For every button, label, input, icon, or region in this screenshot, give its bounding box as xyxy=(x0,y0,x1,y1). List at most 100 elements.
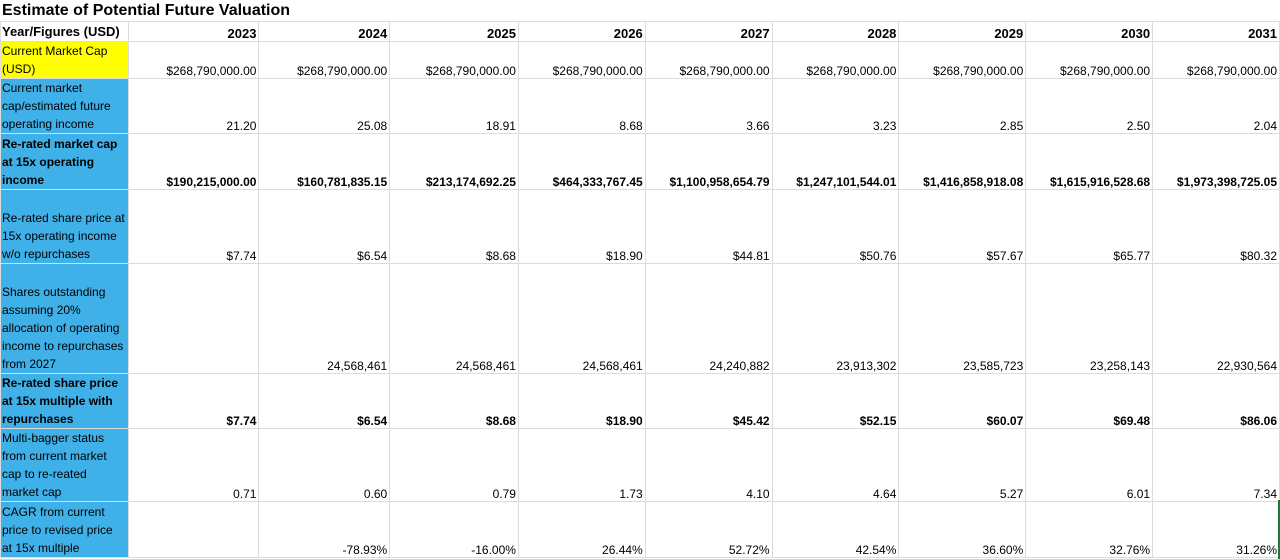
value-cell[interactable]: $50.76 xyxy=(771,189,900,264)
value-cell[interactable]: $268,790,000.00 xyxy=(127,41,260,79)
value-cell[interactable]: 23,913,302 xyxy=(771,263,900,374)
value-cell[interactable]: 23,258,143 xyxy=(1025,263,1154,374)
value-cell[interactable]: $1,973,398,725.05 xyxy=(1152,133,1280,190)
value-cell[interactable]: 18.91 xyxy=(389,78,519,134)
table-row: Re-rated share price at 15x operating in… xyxy=(0,189,1280,264)
value-cell[interactable]: $6.54 xyxy=(258,373,391,429)
value-cell[interactable]: 3.66 xyxy=(644,78,773,134)
value-cell[interactable]: 52.72% xyxy=(644,501,773,558)
value-cell[interactable]: 26.44% xyxy=(517,501,646,558)
row-label-shares-outstanding[interactable]: Shares outstanding assuming 20% allocati… xyxy=(0,263,129,374)
value-cell[interactable]: 2.50 xyxy=(1025,78,1154,134)
header-row: Year/Figures (USD) 2023 2024 2025 2026 2… xyxy=(0,21,1280,42)
row-label-share-price-no-repurchase[interactable]: Re-rated share price at 15x operating in… xyxy=(0,189,129,264)
value-cell[interactable]: -78.93% xyxy=(258,501,391,558)
value-cell[interactable]: 8.68 xyxy=(517,78,646,134)
table-row: Multi-bagger status from current market … xyxy=(0,428,1280,502)
year-cell[interactable]: 2027 xyxy=(644,21,773,42)
row-label-multi-bagger[interactable]: Multi-bagger status from current market … xyxy=(0,428,129,502)
value-cell[interactable]: $268,790,000.00 xyxy=(258,41,391,79)
value-cell[interactable]: 23,585,723 xyxy=(898,263,1027,374)
value-cell[interactable]: $268,790,000.00 xyxy=(389,41,519,79)
value-cell[interactable]: $45.42 xyxy=(644,373,773,429)
table-row: CAGR from current price to revised price… xyxy=(0,501,1280,558)
value-cell[interactable]: $268,790,000.00 xyxy=(771,41,900,79)
table-row: Current Market Cap (USD) $268,790,000.00… xyxy=(0,41,1280,79)
value-cell[interactable]: 24,568,461 xyxy=(258,263,391,374)
year-cell[interactable]: 2031 xyxy=(1152,21,1280,42)
value-cell[interactable]: $69.48 xyxy=(1025,373,1154,429)
year-cell[interactable]: 2025 xyxy=(389,21,519,42)
value-cell[interactable]: 24,240,882 xyxy=(644,263,773,374)
row-label-rerated-market-cap[interactable]: Re-rated market cap at 15x operating inc… xyxy=(0,133,129,190)
value-cell[interactable]: $7.74 xyxy=(127,373,260,429)
value-cell[interactable]: $80.32 xyxy=(1152,189,1280,264)
value-cell[interactable] xyxy=(127,263,260,374)
value-cell[interactable]: $160,781,835.15 xyxy=(258,133,391,190)
value-cell[interactable]: $52.15 xyxy=(771,373,900,429)
value-cell[interactable]: $1,247,101,544.01 xyxy=(771,133,900,190)
value-cell[interactable]: $44.81 xyxy=(644,189,773,264)
value-cell[interactable]: $190,215,000.00 xyxy=(127,133,260,190)
value-cell[interactable]: 42.54% xyxy=(771,501,900,558)
value-cell[interactable]: $268,790,000.00 xyxy=(644,41,773,79)
value-cell[interactable]: 36.60% xyxy=(898,501,1027,558)
value-cell[interactable]: $1,416,858,918.08 xyxy=(898,133,1027,190)
value-cell[interactable]: 22,930,564 xyxy=(1152,263,1280,374)
value-cell[interactable]: 0.60 xyxy=(258,428,391,502)
value-cell[interactable]: $86.06 xyxy=(1152,373,1280,429)
value-cell[interactable]: $464,333,767.45 xyxy=(517,133,646,190)
valuation-table: Year/Figures (USD) 2023 2024 2025 2026 2… xyxy=(0,21,1280,558)
value-cell[interactable]: 2.85 xyxy=(898,78,1027,134)
value-cell[interactable]: $18.90 xyxy=(517,189,646,264)
value-cell[interactable]: 1.73 xyxy=(517,428,646,502)
value-cell[interactable]: $268,790,000.00 xyxy=(1025,41,1154,79)
row-label-cagr[interactable]: CAGR from current price to revised price… xyxy=(0,501,129,558)
value-cell[interactable]: 3.23 xyxy=(771,78,900,134)
value-cell[interactable]: $6.54 xyxy=(258,189,391,264)
year-cell[interactable]: 2024 xyxy=(258,21,391,42)
year-cell[interactable]: 2023 xyxy=(127,21,260,42)
value-cell[interactable]: $18.90 xyxy=(517,373,646,429)
value-cell[interactable]: $65.77 xyxy=(1025,189,1154,264)
value-cell[interactable]: $1,615,916,528.68 xyxy=(1025,133,1154,190)
value-cell[interactable]: 25.08 xyxy=(258,78,391,134)
value-cell[interactable]: 21.20 xyxy=(127,78,260,134)
value-cell[interactable]: $60.07 xyxy=(898,373,1027,429)
value-cell[interactable]: 7.34 xyxy=(1152,428,1280,502)
value-cell[interactable]: $8.68 xyxy=(389,189,519,264)
selected-cell-border xyxy=(1278,500,1280,559)
row-label-market-cap-to-income[interactable]: Current market cap/estimated future oper… xyxy=(0,78,129,134)
header-label-cell[interactable]: Year/Figures (USD) xyxy=(0,21,129,42)
value-cell[interactable]: 2.04 xyxy=(1152,78,1280,134)
year-cell[interactable]: 2030 xyxy=(1025,21,1154,42)
value-cell[interactable]: 5.27 xyxy=(898,428,1027,502)
value-cell[interactable]: 6.01 xyxy=(1025,428,1154,502)
year-cell[interactable]: 2026 xyxy=(517,21,646,42)
value-cell[interactable]: 31.26% xyxy=(1152,501,1280,558)
value-cell[interactable]: $7.74 xyxy=(127,189,260,264)
value-cell[interactable]: -16.00% xyxy=(389,501,519,558)
year-cell[interactable]: 2029 xyxy=(898,21,1027,42)
value-cell[interactable]: 24,568,461 xyxy=(517,263,646,374)
value-cell[interactable]: 32.76% xyxy=(1025,501,1154,558)
table-row: Shares outstanding assuming 20% allocati… xyxy=(0,263,1280,374)
value-cell[interactable]: $213,174,692.25 xyxy=(389,133,519,190)
value-cell[interactable] xyxy=(127,501,260,558)
value-cell[interactable]: $57.67 xyxy=(898,189,1027,264)
value-cell[interactable]: $8.68 xyxy=(389,373,519,429)
value-cell[interactable]: 4.10 xyxy=(644,428,773,502)
value-cell[interactable]: 4.64 xyxy=(771,428,900,502)
value-cell[interactable]: $1,100,958,654.79 xyxy=(644,133,773,190)
value-cell[interactable]: 24,568,461 xyxy=(389,263,519,374)
table-row: Re-rated share price at 15x multiple wit… xyxy=(0,373,1280,429)
value-cell[interactable]: $268,790,000.00 xyxy=(1152,41,1280,79)
value-cell[interactable]: $268,790,000.00 xyxy=(898,41,1027,79)
year-cell[interactable]: 2028 xyxy=(771,21,900,42)
value-cell[interactable]: 0.79 xyxy=(389,428,519,502)
value-cell[interactable]: $268,790,000.00 xyxy=(517,41,646,79)
row-label-share-price-with-repurchase[interactable]: Re-rated share price at 15x multiple wit… xyxy=(0,373,129,429)
value-cell[interactable]: 0.71 xyxy=(127,428,260,502)
row-label-current-market-cap[interactable]: Current Market Cap (USD) xyxy=(0,41,129,79)
